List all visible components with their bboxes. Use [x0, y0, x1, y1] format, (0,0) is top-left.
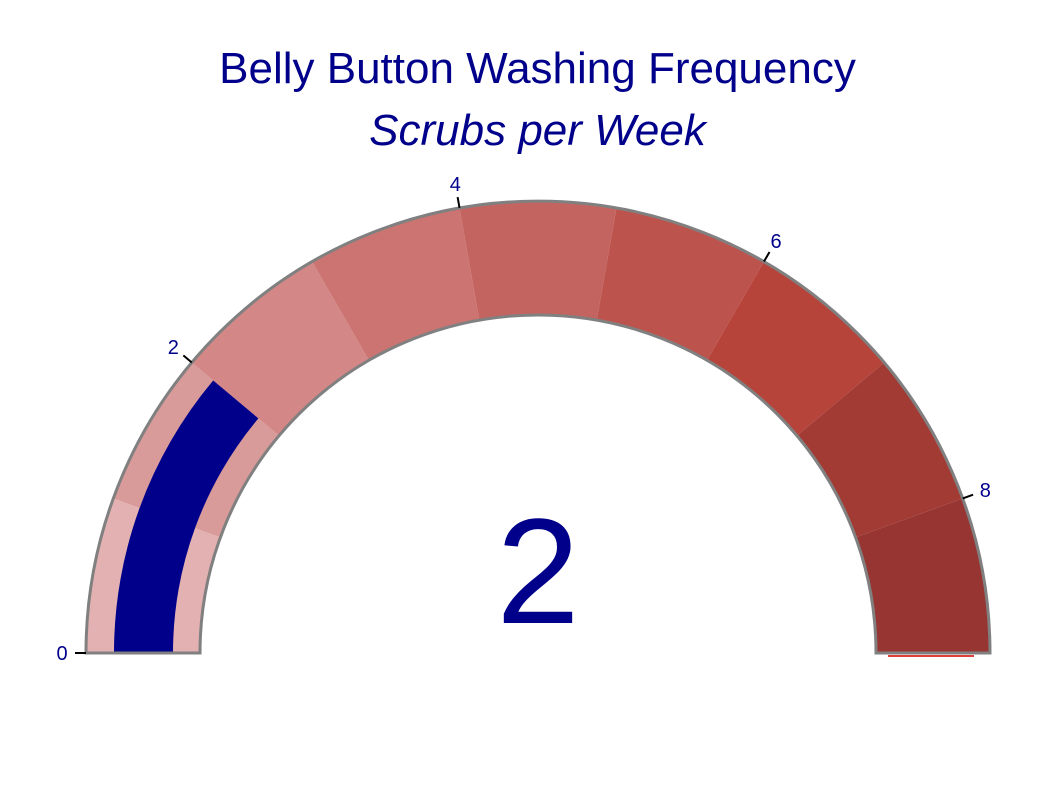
- gauge-ticks: 0 2 4 6 8: [56, 174, 990, 665]
- gauge-step-3: [312, 207, 480, 361]
- gauge-step-2: [191, 261, 369, 436]
- gauge-tick-label: 4: [450, 174, 461, 196]
- gauge-tick-label: 2: [168, 337, 179, 359]
- gauge-tick-6: [763, 251, 771, 263]
- gauge-outline: [84, 199, 992, 655]
- gauge-step-4: [459, 201, 617, 321]
- gauge-value-bar: [114, 380, 259, 653]
- gauge-value: 2: [496, 487, 579, 655]
- chart-subtitle: Scrubs per Week: [369, 106, 706, 155]
- gauge-step-5: [596, 207, 764, 361]
- gauge-border: [84, 199, 992, 655]
- gauge-bar-layer: [114, 380, 259, 653]
- gauge-tick-4: [456, 196, 461, 209]
- gauge-step-7: [796, 362, 963, 538]
- chart-title: Belly Button Washing Frequency: [219, 44, 856, 93]
- gauge-tick-label: 0: [56, 643, 67, 665]
- gauge-tick-2: [182, 354, 193, 364]
- gauge-tick-8: [962, 493, 974, 500]
- gauge-tick-label: 6: [770, 231, 781, 253]
- gauge-tick-label: 8: [980, 480, 991, 502]
- gauge-step-6: [707, 261, 885, 436]
- gauge-step-8: [855, 498, 990, 653]
- gauge-steps: [86, 201, 990, 653]
